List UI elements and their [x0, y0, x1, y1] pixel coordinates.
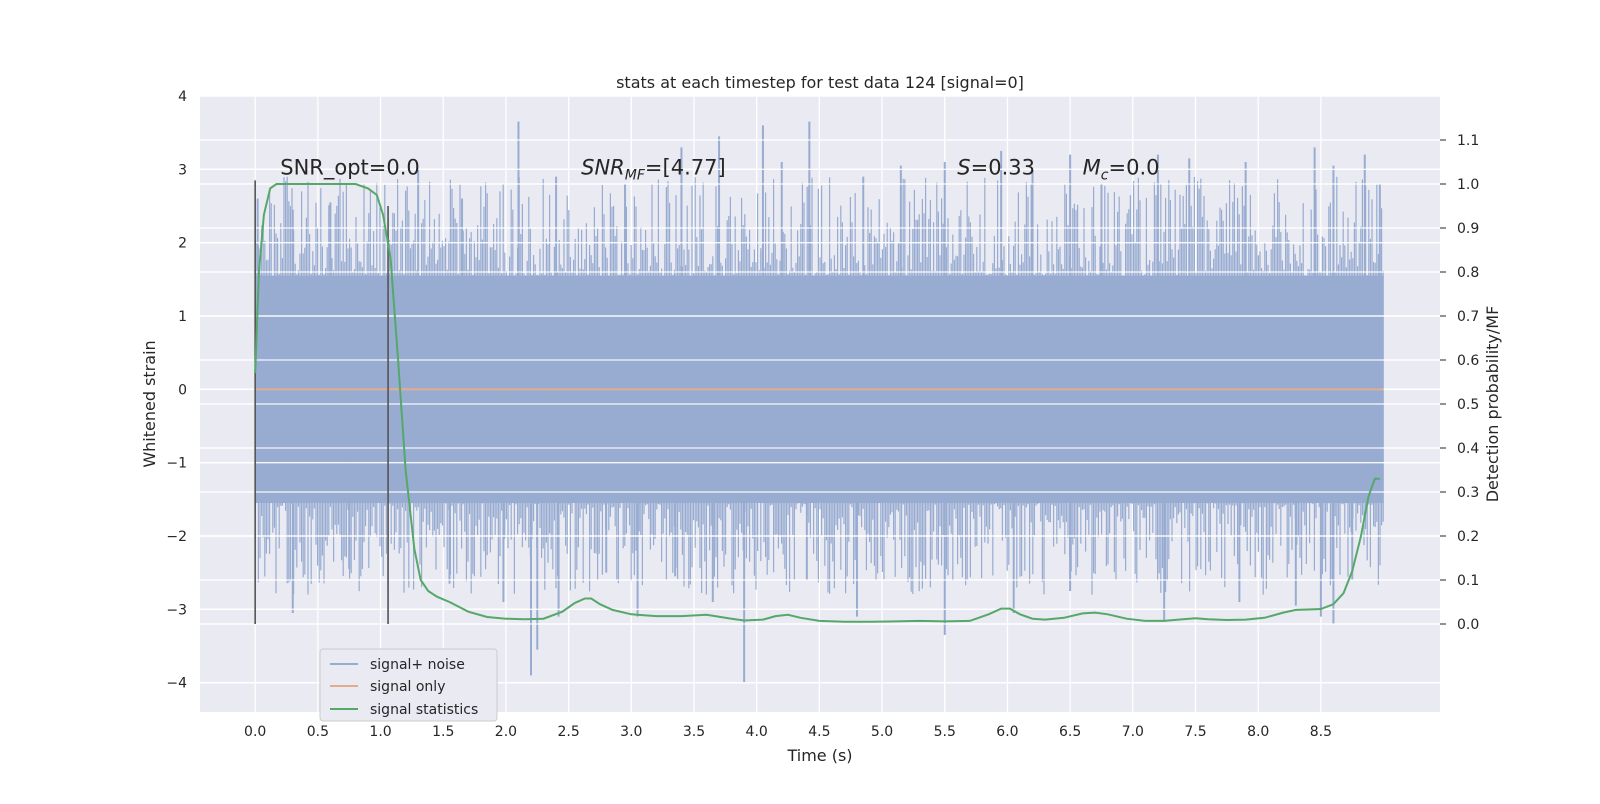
x-tick-label: 3.5 — [683, 724, 705, 740]
x-tick-label: 8.0 — [1247, 724, 1269, 740]
annotations: SNR_opt=0.0 SNRMF=[4.77] S=0.33 Mc=0.0 — [280, 155, 1159, 183]
y-tick-label: 4 — [178, 89, 187, 105]
x-tick-label: 4.5 — [808, 724, 830, 740]
y-tick-label: 0 — [178, 382, 187, 398]
y2-tick-label: 0.6 — [1457, 353, 1479, 369]
y2-axis-ticks: 0.0 0.1 0.2 0.3 0.4 0.5 0.6 0.7 0.8 0.9 1.0 1.1 — [1440, 133, 1479, 633]
y2-tick-label: 0.3 — [1457, 485, 1479, 501]
x-tick-label: 2.5 — [557, 724, 579, 740]
y-tick-label: 2 — [178, 236, 187, 252]
y-axis-ticks: −4 −3 −2 −1 0 1 2 3 4 — [166, 89, 187, 692]
annotation-value: =[4.77] — [645, 155, 726, 179]
y2-tick-label: 1.0 — [1457, 177, 1479, 193]
x-tick-label: 1.5 — [432, 724, 454, 740]
y2-tick-label: 0.2 — [1457, 529, 1479, 545]
y-tick-label: 3 — [178, 162, 187, 178]
y-tick-label: 1 — [178, 309, 187, 325]
x-tick-label: 0.0 — [244, 724, 266, 740]
y2-tick-label: 1.1 — [1457, 133, 1479, 149]
y2-tick-label: 0.9 — [1457, 221, 1479, 237]
y2-tick-label: 0.1 — [1457, 573, 1479, 589]
y-axis-label: Whitened strain — [140, 340, 159, 467]
annotation-symbol: M — [1083, 155, 1101, 179]
legend-label-signal-statistics: signal statistics — [370, 702, 478, 718]
y2-tick-label: 0.5 — [1457, 397, 1479, 413]
y2-tick-label: 0.8 — [1457, 265, 1479, 281]
x-tick-label: 0.5 — [307, 724, 329, 740]
vertical-lines — [254, 180, 389, 624]
annotation-value: =0.33 — [971, 155, 1035, 179]
chart-title: stats at each timestep for test data 124… — [616, 73, 1024, 92]
x-axis-label: Time (s) — [786, 746, 852, 765]
x-tick-label: 7.0 — [1122, 724, 1144, 740]
x-tick-label: 4.0 — [746, 724, 768, 740]
annotation-subscript: MF — [625, 167, 646, 183]
y-tick-label: −1 — [166, 456, 187, 472]
legend: signal+ noise signal only signal statist… — [319, 648, 498, 722]
y2-tick-label: 0.4 — [1457, 441, 1479, 457]
annotation-text: SNR_opt=0.0 — [280, 155, 420, 180]
annotation-symbol: SNR — [581, 155, 625, 179]
annotation-subscript: c — [1101, 167, 1109, 183]
series-signal-statistics — [254, 183, 1380, 623]
x-tick-label: 5.0 — [871, 724, 893, 740]
x-tick-label: 2.0 — [495, 724, 517, 740]
annotation-text: Mc=0.0 — [1083, 155, 1160, 183]
y2-axis-label: Detection probability/MF — [1483, 306, 1502, 503]
x-tick-label: 5.5 — [934, 724, 956, 740]
annotation-text: SNRMF=[4.77] — [581, 155, 726, 183]
x-axis-ticks: 0.0 0.5 1.0 1.5 2.0 2.5 3.0 3.5 4.0 4.5 5.0 5.5 6.0 6… — [244, 724, 1332, 740]
signal-statistics-line — [254, 183, 1380, 623]
y-tick-label: −4 — [166, 676, 187, 692]
x-tick-label: 6.0 — [996, 724, 1018, 740]
annotation-symbol: S — [957, 155, 970, 179]
legend-box — [319, 648, 498, 722]
annotation-text: S=0.33 — [957, 155, 1035, 179]
x-tick-label: 8.5 — [1310, 724, 1332, 740]
y-tick-label: −3 — [166, 602, 187, 618]
y-tick-label: −2 — [166, 529, 187, 545]
x-tick-label: 7.5 — [1184, 724, 1206, 740]
y2-tick-label: 0.7 — [1457, 309, 1479, 325]
legend-label-signal-only: signal only — [370, 679, 445, 695]
x-tick-label: 3.0 — [620, 724, 642, 740]
annotation-value: =0.0 — [1108, 155, 1159, 179]
x-tick-label: 6.5 — [1059, 724, 1081, 740]
x-tick-label: 1.0 — [369, 724, 391, 740]
legend-label-signal-noise: signal+ noise — [370, 657, 465, 673]
y2-tick-label: 0.0 — [1457, 617, 1479, 633]
